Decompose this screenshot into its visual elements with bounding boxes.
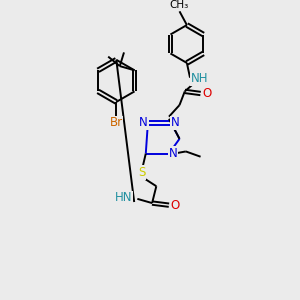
Text: N: N <box>169 147 178 160</box>
Text: N: N <box>171 116 180 130</box>
Text: O: O <box>202 87 212 100</box>
Text: Br: Br <box>110 116 123 130</box>
Text: N: N <box>139 116 148 130</box>
Text: CH₃: CH₃ <box>170 0 189 10</box>
Text: O: O <box>171 199 180 212</box>
Text: NH: NH <box>191 72 208 85</box>
Text: S: S <box>138 166 145 179</box>
Text: HN: HN <box>115 191 132 204</box>
